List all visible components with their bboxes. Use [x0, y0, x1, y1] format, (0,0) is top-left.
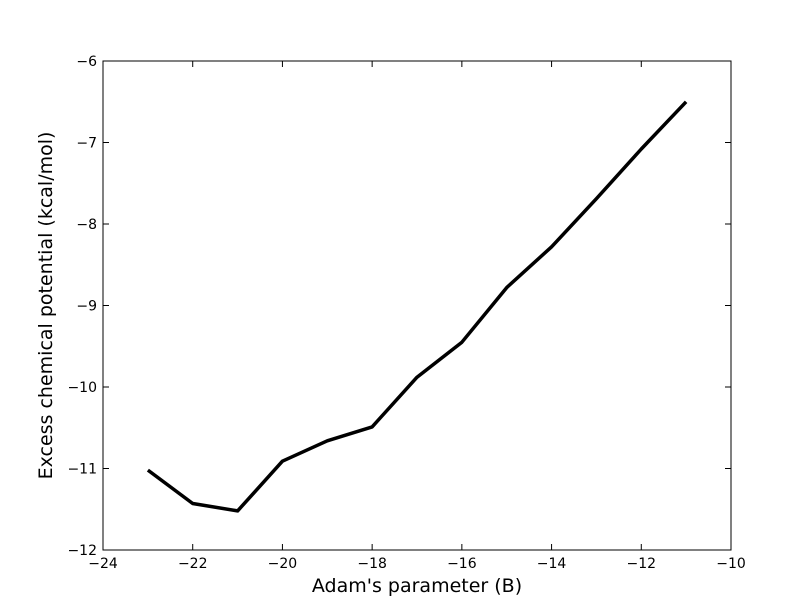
x-tick-label: −12: [627, 556, 657, 572]
y-tick-label: −12: [67, 543, 97, 559]
x-tick-label: −24: [88, 556, 118, 572]
ticks-layer: −24 −22 −20 −18 −16 −14 −12 −10 −12 −11 −10 −9 −8 −7 −…: [67, 54, 745, 572]
series-line: [146, 100, 688, 513]
x-tick-label: −22: [178, 556, 208, 572]
x-tick-label: −18: [357, 556, 387, 572]
x-tick-label: −20: [268, 556, 298, 572]
y-axis-label: Excess chemical potential (kcal/mol): [35, 132, 57, 480]
x-tick-label: −10: [716, 556, 746, 572]
y-tick-label: −10: [67, 380, 97, 396]
y-tick-label: −7: [76, 136, 97, 152]
y-tick-label: −8: [76, 217, 97, 233]
x-tick-label: −16: [447, 556, 477, 572]
x-tick-label: −14: [537, 556, 567, 572]
y-tick-label: −11: [67, 462, 97, 478]
series-layer: [146, 100, 688, 513]
y-tick-label: −6: [76, 54, 97, 70]
plot-frame: [102, 60, 732, 551]
y-tick-label: −9: [76, 299, 97, 315]
x-axis-label: Adam's parameter (B): [312, 575, 522, 597]
